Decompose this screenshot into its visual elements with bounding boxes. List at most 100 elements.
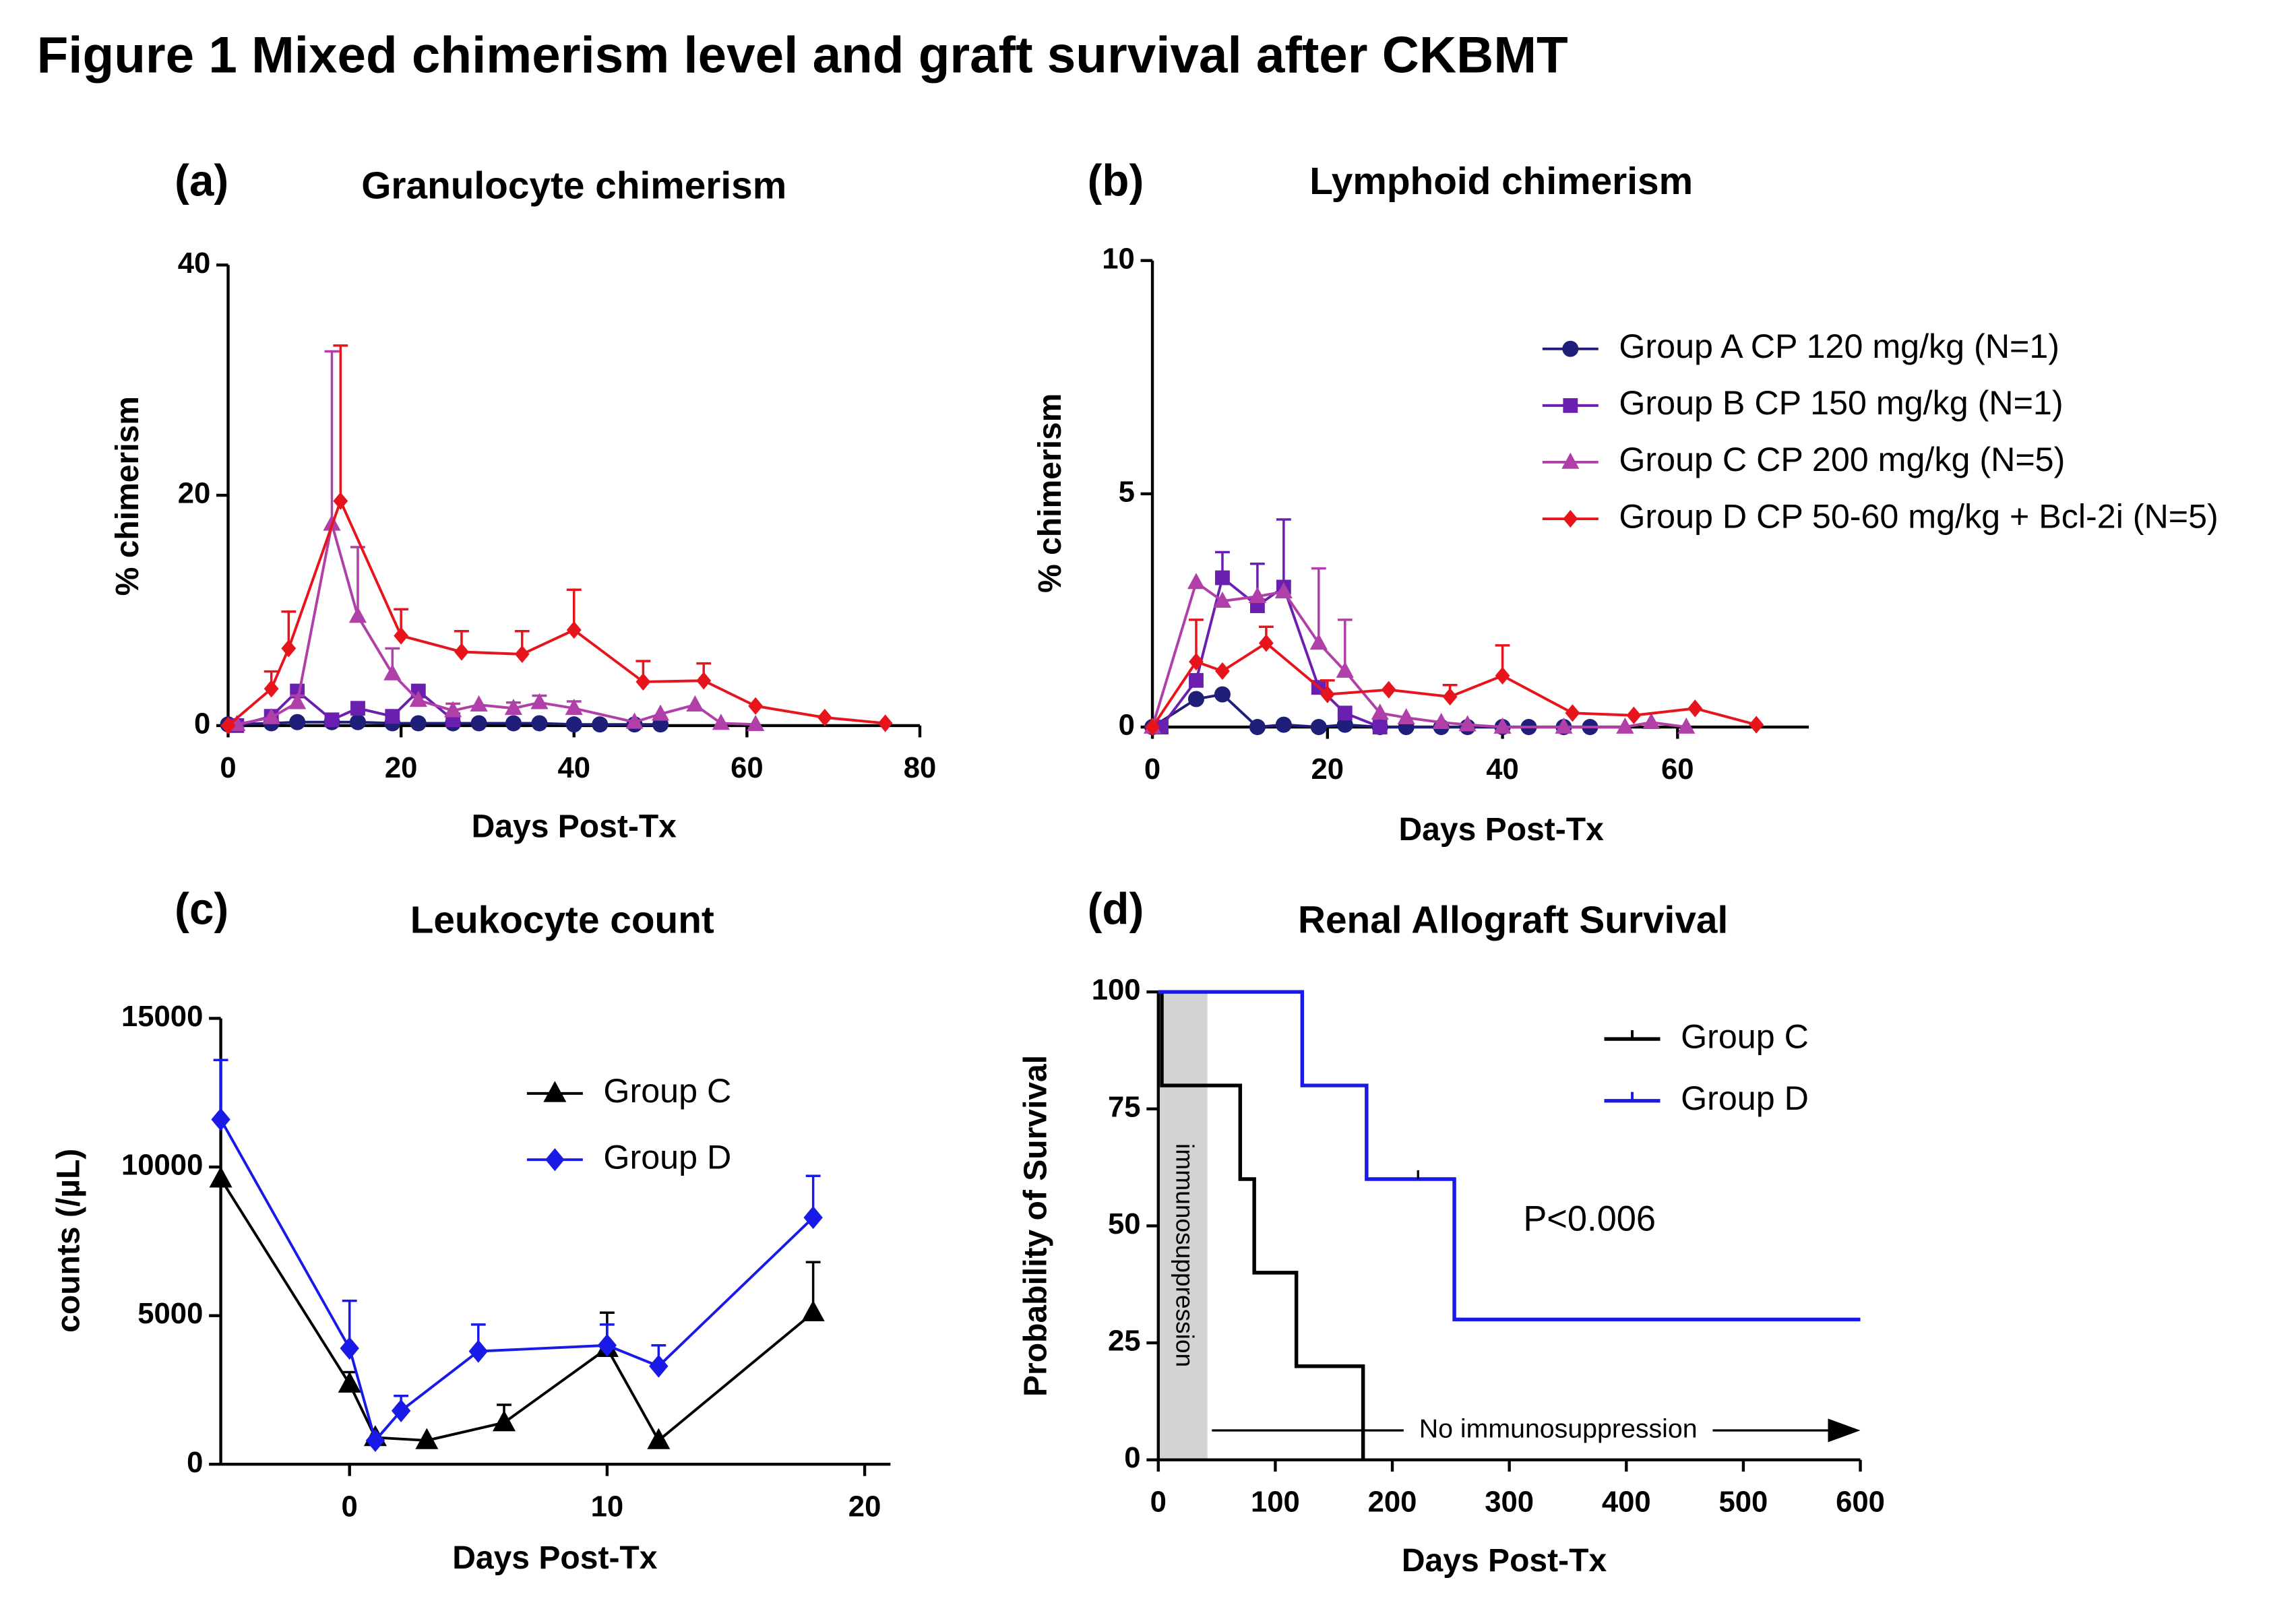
legend-label: Group C: [1681, 1017, 1809, 1055]
marker: [625, 712, 644, 729]
marker: [410, 715, 427, 732]
y-tick-label: 40: [178, 247, 211, 280]
y-axis-label: % chimerism: [110, 396, 146, 596]
y-tick-label: 20: [178, 477, 211, 510]
y-tick-label: 15000: [121, 1000, 203, 1033]
marker: [543, 1081, 567, 1102]
x-tick-label: 20: [385, 751, 418, 784]
error-bar: [333, 344, 348, 501]
series-line: [1151, 580, 1687, 729]
marker: [454, 643, 469, 661]
panel-label: (d): [1088, 885, 1144, 934]
marker: [349, 714, 366, 730]
x-tick-label: 60: [731, 751, 764, 784]
legend-label: Group A CP 120 mg/kg (N=1): [1619, 327, 2059, 365]
figure-title: Figure 1 Mixed chimerism level and graft…: [37, 27, 1568, 84]
y-tick-label: 5: [1119, 475, 1135, 508]
y-tick-label: 50: [1108, 1207, 1141, 1240]
panel-label: (a): [175, 156, 228, 205]
marker: [565, 699, 583, 716]
shaded-period: [1158, 992, 1208, 1460]
marker: [801, 1300, 825, 1322]
error-bar: [324, 350, 340, 524]
x-tick-label: 20: [848, 1490, 881, 1523]
x-tick-label: 20: [1311, 753, 1344, 786]
marker: [696, 672, 712, 690]
marker: [803, 1206, 823, 1230]
marker: [444, 701, 462, 718]
survival-curve: [1158, 990, 1861, 1322]
marker: [492, 1410, 516, 1432]
marker: [1310, 719, 1327, 736]
marker: [1187, 691, 1205, 707]
marker: [1258, 634, 1274, 652]
x-tick-label: 0: [1144, 753, 1160, 786]
marker: [592, 716, 609, 733]
y-tick-label: 5000: [137, 1297, 203, 1330]
legend-label: Group D: [1681, 1079, 1809, 1117]
marker: [1626, 706, 1642, 724]
marker: [1215, 570, 1230, 586]
marker: [1397, 708, 1415, 725]
marker: [1336, 716, 1353, 733]
marker: [514, 645, 530, 664]
marker: [635, 672, 651, 691]
y-tick-label: 10000: [121, 1149, 203, 1182]
x-tick-label: 400: [1602, 1486, 1651, 1519]
panel-title: Lymphoid chimerism: [1309, 160, 1693, 203]
series-line: [219, 1118, 815, 1443]
x-axis-label: Days Post-Tx: [1398, 812, 1604, 848]
marker: [1563, 509, 1578, 528]
marker: [817, 708, 832, 727]
marker: [211, 1108, 230, 1131]
x-axis-label: Days Post-Tx: [1402, 1543, 1607, 1579]
marker: [1336, 661, 1354, 678]
marker: [470, 715, 487, 732]
marker: [877, 714, 893, 732]
marker: [1562, 340, 1579, 357]
y-tick-label: 0: [187, 1446, 203, 1479]
y-tick-label: 100: [1092, 974, 1141, 1007]
annotation-bg: [1403, 1414, 1713, 1447]
marker: [1563, 398, 1578, 413]
x-axis-label: Days Post-Tx: [452, 1540, 658, 1576]
x-tick-label: 40: [557, 751, 590, 784]
marker: [333, 492, 348, 510]
error-bar: [1311, 567, 1326, 643]
marker: [566, 621, 582, 639]
legend-label: Group D CP 50-60 mg/kg + Bcl-2i (N=5): [1619, 497, 2218, 535]
marker: [504, 699, 523, 716]
marker: [409, 691, 427, 707]
marker: [263, 680, 279, 698]
marker: [565, 716, 582, 733]
marker: [1381, 681, 1396, 699]
marker: [1189, 672, 1204, 688]
panel-label: (c): [175, 885, 228, 934]
marker: [1309, 633, 1328, 650]
series-line: [219, 1178, 814, 1443]
legend-label: Group C: [603, 1072, 731, 1110]
marker: [468, 1339, 488, 1363]
marker: [1213, 591, 1232, 608]
marker: [651, 704, 670, 721]
marker: [383, 664, 402, 681]
marker: [1274, 582, 1293, 599]
marker: [1189, 653, 1204, 671]
marker: [324, 712, 340, 728]
marker: [712, 714, 730, 730]
marker: [281, 639, 297, 658]
marker: [340, 1337, 359, 1360]
marker: [1337, 705, 1353, 721]
marker: [1215, 662, 1230, 681]
panel-title: Renal Allograft Survival: [1298, 899, 1728, 942]
y-tick-label: 75: [1108, 1090, 1141, 1123]
marker: [545, 1148, 565, 1172]
marker: [647, 1428, 671, 1449]
x-tick-label: 500: [1718, 1486, 1768, 1519]
marker: [1249, 719, 1266, 736]
marker: [1248, 587, 1267, 604]
marker: [1371, 703, 1389, 720]
series-line: [227, 497, 886, 727]
legend-label: Group C CP 200 mg/kg (N=5): [1619, 441, 2065, 478]
